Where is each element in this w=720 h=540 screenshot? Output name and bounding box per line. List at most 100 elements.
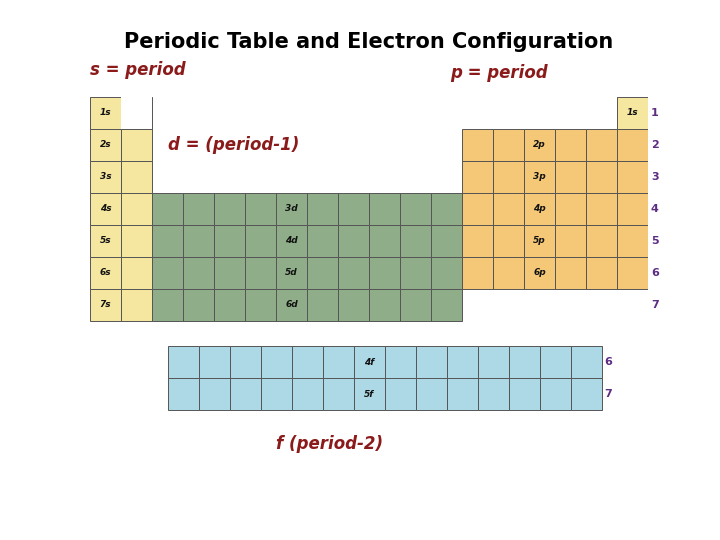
Bar xyxy=(617,129,648,161)
Bar xyxy=(369,225,400,256)
Bar xyxy=(477,378,508,410)
Bar xyxy=(493,256,524,289)
Bar xyxy=(524,161,555,193)
Bar xyxy=(586,129,617,161)
Bar xyxy=(121,129,152,161)
Text: 6s: 6s xyxy=(99,268,112,277)
Bar xyxy=(276,193,307,225)
Bar xyxy=(524,193,555,225)
Bar xyxy=(555,129,586,161)
Bar xyxy=(539,378,570,410)
Bar xyxy=(183,289,214,321)
Bar xyxy=(183,193,214,225)
Text: 1s: 1s xyxy=(626,109,639,117)
Bar xyxy=(493,225,524,256)
Bar xyxy=(524,129,555,161)
Bar xyxy=(462,193,493,225)
Text: 6: 6 xyxy=(605,357,612,367)
Bar xyxy=(230,346,261,378)
Bar xyxy=(214,289,245,321)
Text: 7: 7 xyxy=(651,300,659,309)
Bar xyxy=(121,161,152,193)
Bar xyxy=(570,346,601,378)
Bar xyxy=(586,225,617,256)
Bar xyxy=(90,129,121,161)
Bar xyxy=(121,97,152,129)
Bar xyxy=(90,97,121,129)
Bar xyxy=(199,378,230,410)
Text: 2p: 2p xyxy=(533,140,546,149)
Text: 5d: 5d xyxy=(285,268,298,277)
Bar xyxy=(307,289,338,321)
Bar xyxy=(493,129,524,161)
Bar xyxy=(121,97,152,129)
Bar xyxy=(555,193,586,225)
Text: 5p: 5p xyxy=(533,236,546,245)
Bar xyxy=(199,346,230,378)
Bar xyxy=(477,346,508,378)
Bar xyxy=(431,256,462,289)
Bar xyxy=(617,161,648,193)
Bar xyxy=(493,161,524,193)
Bar xyxy=(245,225,276,256)
Bar xyxy=(245,289,276,321)
Text: 1s: 1s xyxy=(99,109,112,117)
Bar xyxy=(462,129,493,161)
Bar xyxy=(431,289,462,321)
Text: 4p: 4p xyxy=(533,204,546,213)
Bar xyxy=(230,378,261,410)
Bar xyxy=(539,346,570,378)
Bar xyxy=(462,161,493,193)
Bar xyxy=(183,256,214,289)
Bar xyxy=(555,256,586,289)
Bar xyxy=(90,225,121,256)
Bar xyxy=(555,225,586,256)
Bar xyxy=(292,378,323,410)
Text: 2: 2 xyxy=(651,140,659,150)
Bar xyxy=(121,193,152,225)
Bar xyxy=(292,346,323,378)
Bar xyxy=(369,193,400,225)
Bar xyxy=(400,193,431,225)
Bar xyxy=(617,225,648,256)
Text: 4s: 4s xyxy=(99,204,112,213)
Text: 6p: 6p xyxy=(533,268,546,277)
Bar xyxy=(586,161,617,193)
Bar xyxy=(462,256,493,289)
Text: 4d: 4d xyxy=(285,236,298,245)
Bar xyxy=(261,346,292,378)
Text: d = (period-1): d = (period-1) xyxy=(168,136,299,154)
Bar xyxy=(524,225,555,256)
Bar xyxy=(415,378,446,410)
Bar xyxy=(524,256,555,289)
Bar xyxy=(168,346,199,378)
Bar xyxy=(121,225,152,256)
Bar xyxy=(462,225,493,256)
Text: 3: 3 xyxy=(651,172,659,182)
Bar xyxy=(276,289,307,321)
Bar xyxy=(152,256,183,289)
Bar xyxy=(555,161,586,193)
Bar xyxy=(338,225,369,256)
Bar xyxy=(245,193,276,225)
Bar xyxy=(214,193,245,225)
Bar xyxy=(323,378,354,410)
Bar xyxy=(214,225,245,256)
Bar xyxy=(508,346,539,378)
Bar xyxy=(90,193,121,225)
Text: 6: 6 xyxy=(651,268,659,278)
Bar xyxy=(245,256,276,289)
Text: 6d: 6d xyxy=(285,300,298,309)
Bar xyxy=(415,346,446,378)
Bar xyxy=(338,256,369,289)
Text: 7: 7 xyxy=(605,389,612,399)
Bar xyxy=(431,225,462,256)
Text: 5s: 5s xyxy=(99,236,112,245)
Bar xyxy=(90,289,121,321)
Text: s = period: s = period xyxy=(90,61,186,79)
Bar xyxy=(446,346,477,378)
Bar xyxy=(323,346,354,378)
Bar xyxy=(168,378,199,410)
Bar xyxy=(307,225,338,256)
Text: p = period: p = period xyxy=(450,64,548,83)
